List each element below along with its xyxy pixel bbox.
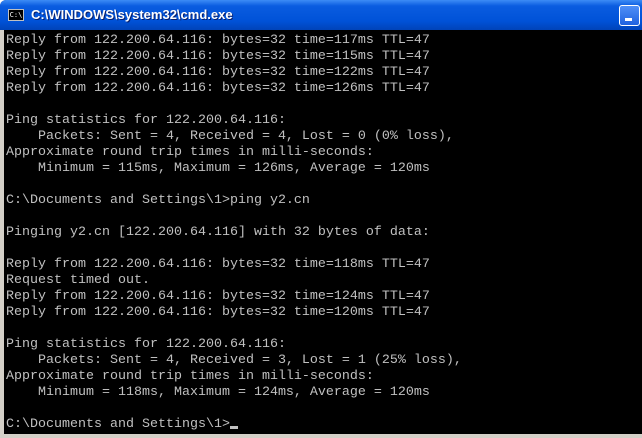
console-line: Pinging y2.cn [122.200.64.116] with 32 b… xyxy=(6,225,430,240)
title-bar[interactable]: C:\ C:\WINDOWS\system32\cmd.exe xyxy=(0,0,642,30)
console-line: Minimum = 115ms, Maximum = 126ms, Averag… xyxy=(6,161,430,176)
console-line: Approximate round trip times in milli-se… xyxy=(6,145,374,160)
console-line: Packets: Sent = 4, Received = 4, Lost = … xyxy=(6,129,454,144)
console-line: Reply from 122.200.64.116: bytes=32 time… xyxy=(6,257,430,272)
console-line: Reply from 122.200.64.116: bytes=32 time… xyxy=(6,49,430,64)
command-prompt[interactable]: C:\Documents and Settings\1> xyxy=(6,417,462,433)
console-line: Approximate round trip times in milli-se… xyxy=(6,369,374,384)
console-line: Minimum = 118ms, Maximum = 124ms, Averag… xyxy=(6,385,430,400)
prompt-text: C:\Documents and Settings\1> xyxy=(6,417,230,432)
console-output[interactable]: Reply from 122.200.64.116: bytes=32 time… xyxy=(4,30,642,434)
console-line: C:\Documents and Settings\1>ping y2.cn xyxy=(6,193,310,208)
console-line xyxy=(6,401,462,417)
console-line: Request timed out. xyxy=(6,273,150,288)
console-line xyxy=(6,209,462,225)
console-line: Reply from 122.200.64.116: bytes=32 time… xyxy=(6,33,430,48)
console-line: Ping statistics for 122.200.64.116: xyxy=(6,337,286,352)
console-line: Ping statistics for 122.200.64.116: xyxy=(6,113,286,128)
console-line xyxy=(6,97,462,113)
text-cursor xyxy=(229,426,238,429)
console-line xyxy=(6,177,462,193)
window-title: C:\WINDOWS\system32\cmd.exe xyxy=(31,7,233,22)
console-line: Reply from 122.200.64.116: bytes=32 time… xyxy=(6,81,430,96)
console-line xyxy=(6,321,462,337)
console-line: Reply from 122.200.64.116: bytes=32 time… xyxy=(6,289,430,304)
console-line xyxy=(6,241,462,257)
console-line: Packets: Sent = 4, Received = 3, Lost = … xyxy=(6,353,462,368)
console-line: Reply from 122.200.64.116: bytes=32 time… xyxy=(6,305,430,320)
cmd-icon[interactable]: C:\ xyxy=(8,9,24,21)
console-lines: Reply from 122.200.64.116: bytes=32 time… xyxy=(6,33,462,433)
minimize-button[interactable] xyxy=(619,5,640,26)
console-line: Reply from 122.200.64.116: bytes=32 time… xyxy=(6,65,430,80)
